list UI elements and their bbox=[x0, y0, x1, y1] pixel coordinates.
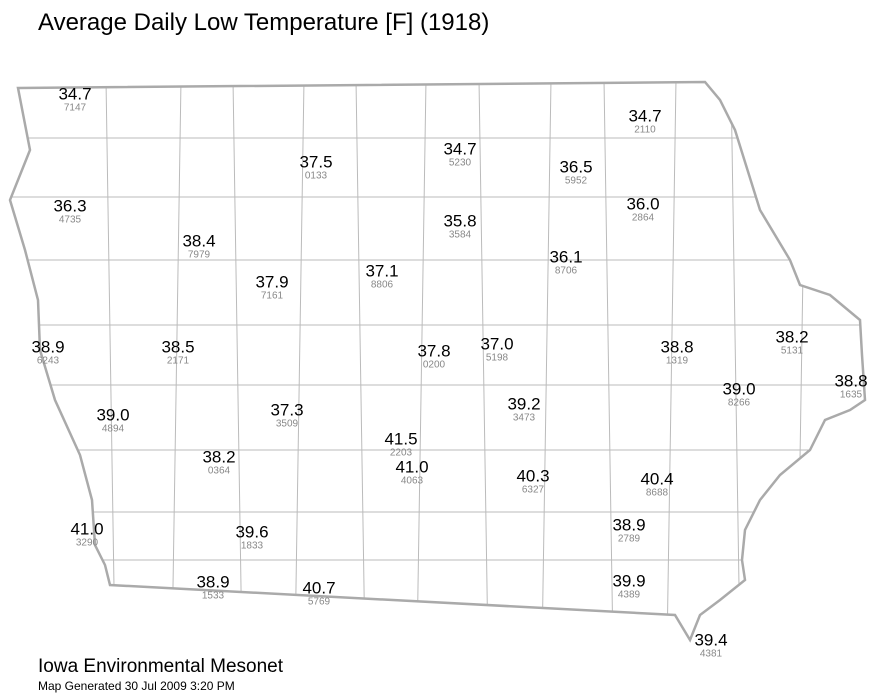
station-value: 38.2 bbox=[775, 327, 808, 346]
station-id: 7147 bbox=[64, 103, 87, 114]
station-value: 38.9 bbox=[196, 572, 229, 591]
station-value: 34.7 bbox=[628, 106, 661, 125]
generated: Map Generated 30 Jul 2009 3:20 PM bbox=[38, 679, 235, 693]
station-value: 39.6 bbox=[235, 522, 268, 541]
station-value: 40.7 bbox=[302, 578, 335, 597]
station-id: 3584 bbox=[449, 230, 472, 241]
county-line bbox=[232, 82, 243, 640]
county-line bbox=[416, 82, 427, 640]
station-value: 39.0 bbox=[722, 379, 755, 398]
station-id: 8806 bbox=[371, 280, 394, 291]
station-id: 1635 bbox=[840, 390, 863, 401]
station-id: 7979 bbox=[188, 250, 211, 261]
station-value: 34.7 bbox=[58, 84, 91, 103]
station-value: 41.0 bbox=[395, 457, 428, 476]
county-line bbox=[603, 82, 614, 640]
station-id: 1833 bbox=[241, 541, 264, 552]
county-line bbox=[541, 82, 552, 640]
station-value: 36.1 bbox=[549, 247, 582, 266]
source: Iowa Environmental Mesonet bbox=[38, 656, 284, 677]
station-value: 37.8 bbox=[417, 341, 450, 360]
station-id: 2171 bbox=[167, 356, 190, 367]
station-value: 39.4 bbox=[694, 630, 727, 649]
station-value: 38.2 bbox=[202, 447, 235, 466]
station-id: 0200 bbox=[423, 360, 446, 371]
station-id: 1319 bbox=[666, 356, 689, 367]
station-id: 3290 bbox=[76, 538, 99, 549]
station-value: 36.5 bbox=[559, 157, 592, 176]
station-value: 38.5 bbox=[161, 337, 194, 356]
station-id: 5769 bbox=[308, 597, 331, 608]
station-id: 5198 bbox=[486, 353, 509, 364]
station-value: 37.5 bbox=[299, 152, 332, 171]
station-value: 39.2 bbox=[507, 394, 540, 413]
station-value: 37.3 bbox=[270, 400, 303, 419]
station-id: 2864 bbox=[632, 213, 655, 224]
station-value: 38.4 bbox=[182, 231, 215, 250]
station-id: 8266 bbox=[728, 398, 751, 409]
county-line bbox=[355, 82, 366, 640]
station-id: 4894 bbox=[102, 424, 125, 435]
station-id: 0364 bbox=[208, 466, 231, 477]
station-id: 5952 bbox=[565, 176, 588, 187]
station-id: 6243 bbox=[37, 356, 60, 367]
station-value: 36.0 bbox=[626, 194, 659, 213]
station-value: 41.0 bbox=[70, 519, 103, 538]
station-id: 5131 bbox=[781, 346, 804, 357]
county-line bbox=[105, 82, 116, 640]
station-id: 8688 bbox=[646, 488, 669, 499]
station-id: 2203 bbox=[390, 448, 413, 459]
county-line bbox=[171, 82, 182, 640]
station-value: 38.9 bbox=[31, 337, 64, 356]
station-value: 41.5 bbox=[384, 429, 417, 448]
station-id: 0133 bbox=[305, 171, 328, 182]
station-value: 40.4 bbox=[640, 469, 673, 488]
station-value: 37.9 bbox=[255, 272, 288, 291]
station-value: 35.8 bbox=[443, 211, 476, 230]
station-value: 38.8 bbox=[834, 371, 867, 390]
station-id: 7161 bbox=[261, 291, 284, 302]
station-id: 2789 bbox=[618, 534, 641, 545]
station-value: 39.0 bbox=[96, 405, 129, 424]
station-value: 37.0 bbox=[480, 334, 513, 353]
station-id: 1533 bbox=[202, 591, 225, 602]
station-id: 2110 bbox=[634, 125, 656, 136]
county-line bbox=[796, 82, 807, 640]
station-id: 4063 bbox=[401, 476, 424, 487]
station-id: 5230 bbox=[449, 158, 472, 169]
station-value: 40.3 bbox=[516, 466, 549, 485]
station-id: 3509 bbox=[276, 419, 299, 430]
station-value: 36.3 bbox=[53, 196, 86, 215]
station-id: 6327 bbox=[522, 485, 545, 496]
county-line bbox=[730, 82, 741, 640]
map-title: Average Daily Low Temperature [F] (1918) bbox=[38, 9, 489, 36]
station-id: 4389 bbox=[618, 590, 641, 601]
station-value: 34.7 bbox=[443, 139, 476, 158]
station-id: 8706 bbox=[555, 266, 578, 277]
station-value: 38.8 bbox=[660, 337, 693, 356]
county-grid bbox=[10, 82, 865, 640]
station-value: 38.9 bbox=[612, 515, 645, 534]
station-value: 39.9 bbox=[612, 571, 645, 590]
county-line bbox=[294, 82, 305, 640]
station-id: 4381 bbox=[700, 649, 723, 660]
station-id: 4735 bbox=[59, 215, 82, 226]
county-line bbox=[666, 82, 677, 640]
station-value: 37.1 bbox=[365, 261, 398, 280]
station-id: 3473 bbox=[513, 413, 536, 424]
county-line bbox=[478, 82, 489, 640]
state-outline bbox=[8, 80, 867, 643]
